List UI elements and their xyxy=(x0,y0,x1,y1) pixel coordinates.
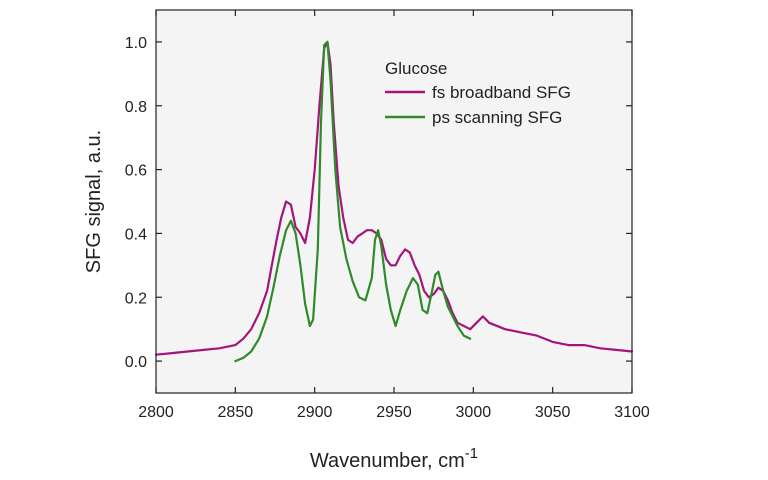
series-line-fs-broadband xyxy=(154,40,634,356)
x-tick-label: 3100 xyxy=(614,404,650,421)
x-tick-label: 2800 xyxy=(138,404,174,421)
x-tick-label: 3050 xyxy=(535,404,571,421)
series-line-ps-scanning xyxy=(234,40,472,363)
legend-title: Glucose xyxy=(385,59,447,78)
plot-area xyxy=(156,10,632,393)
legend-label: fs broadband SFG xyxy=(432,83,571,102)
legend: Glucose fs broadband SFG ps scanning SFG xyxy=(385,59,571,127)
x-axis-label-superscript: -1 xyxy=(465,445,478,462)
x-tick-label: 2850 xyxy=(218,404,254,421)
series-layer xyxy=(154,40,634,363)
y-axis-label: SFG signal, a.u. xyxy=(83,130,105,273)
y-tick-label: 1.0 xyxy=(125,35,147,52)
x-tick-label: 2900 xyxy=(297,404,333,421)
legend-label: ps scanning SFG xyxy=(432,108,562,127)
y-tick-label: 0.0 xyxy=(125,354,147,371)
x-tick-label: 3000 xyxy=(456,404,492,421)
y-tick-label: 0.8 xyxy=(125,99,147,116)
x-axis-label-text: Wavenumber, cm xyxy=(310,450,465,472)
x-axis-label: Wavenumber, cm-1 xyxy=(310,445,478,472)
y-tick-label: 0.6 xyxy=(125,163,147,180)
y-tick-label: 0.4 xyxy=(125,226,147,243)
y-tick-label: 0.2 xyxy=(125,290,147,307)
ticks-layer: 2800 2850 2900 2950 3000 3050 3100 0.0 0.2 0.4 0.6… xyxy=(125,10,650,421)
x-tick-label: 2950 xyxy=(376,404,412,421)
